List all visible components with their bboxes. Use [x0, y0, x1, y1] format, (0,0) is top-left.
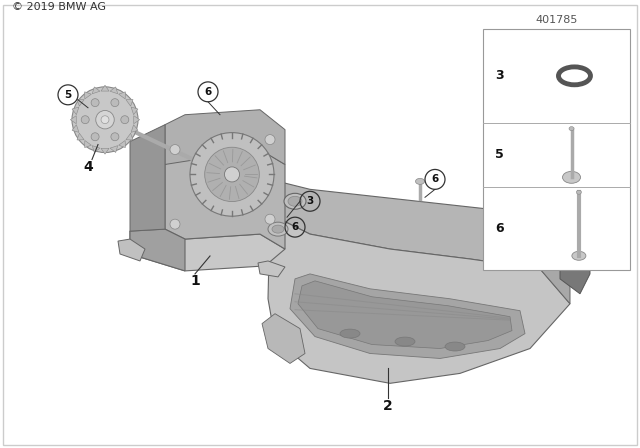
- Polygon shape: [130, 125, 165, 231]
- Circle shape: [72, 87, 138, 152]
- Circle shape: [121, 116, 129, 124]
- Polygon shape: [134, 116, 140, 124]
- Text: 4: 4: [83, 160, 93, 174]
- Polygon shape: [92, 146, 100, 152]
- Polygon shape: [131, 107, 138, 115]
- Ellipse shape: [445, 342, 465, 351]
- Ellipse shape: [268, 222, 288, 236]
- Polygon shape: [165, 110, 285, 164]
- Polygon shape: [72, 125, 79, 132]
- Circle shape: [91, 99, 99, 107]
- Polygon shape: [72, 107, 79, 115]
- Polygon shape: [118, 92, 125, 99]
- Polygon shape: [130, 229, 185, 271]
- Circle shape: [225, 167, 239, 182]
- Ellipse shape: [563, 171, 580, 183]
- Polygon shape: [560, 204, 590, 294]
- Circle shape: [265, 214, 275, 224]
- Text: 6: 6: [495, 222, 504, 235]
- Polygon shape: [110, 87, 118, 94]
- Ellipse shape: [340, 329, 360, 338]
- Polygon shape: [101, 85, 109, 91]
- Ellipse shape: [572, 251, 586, 260]
- Text: 5: 5: [495, 148, 504, 161]
- Text: 6: 6: [431, 174, 438, 185]
- Text: 2: 2: [383, 399, 393, 413]
- Circle shape: [111, 133, 119, 141]
- Polygon shape: [77, 99, 84, 106]
- Bar: [483, 29, 630, 270]
- Polygon shape: [118, 239, 145, 261]
- Polygon shape: [270, 179, 570, 269]
- Text: 3: 3: [495, 69, 504, 82]
- Circle shape: [81, 116, 89, 124]
- Ellipse shape: [577, 190, 581, 194]
- Polygon shape: [92, 87, 100, 94]
- Polygon shape: [118, 141, 125, 147]
- Ellipse shape: [288, 196, 302, 206]
- Polygon shape: [126, 99, 133, 106]
- Circle shape: [265, 134, 275, 145]
- Circle shape: [101, 116, 109, 124]
- Text: 3: 3: [307, 196, 314, 206]
- Polygon shape: [268, 214, 570, 383]
- Polygon shape: [298, 281, 512, 349]
- Polygon shape: [110, 146, 118, 152]
- Ellipse shape: [569, 127, 574, 131]
- Text: 1: 1: [190, 274, 200, 288]
- Polygon shape: [131, 125, 138, 132]
- Polygon shape: [540, 199, 570, 304]
- Circle shape: [205, 147, 259, 202]
- Polygon shape: [84, 92, 92, 99]
- Ellipse shape: [272, 225, 284, 233]
- Polygon shape: [130, 231, 285, 271]
- Polygon shape: [101, 148, 109, 154]
- Circle shape: [170, 145, 180, 155]
- Circle shape: [170, 219, 180, 229]
- Circle shape: [190, 133, 274, 216]
- Polygon shape: [290, 274, 525, 358]
- Text: 6: 6: [291, 222, 299, 232]
- Polygon shape: [84, 141, 92, 147]
- Ellipse shape: [284, 194, 306, 209]
- Circle shape: [111, 99, 119, 107]
- Text: 6: 6: [204, 87, 212, 97]
- Circle shape: [91, 133, 99, 141]
- Polygon shape: [262, 314, 305, 363]
- Text: © 2019 BMW AG: © 2019 BMW AG: [12, 2, 106, 12]
- Text: 5: 5: [65, 90, 72, 100]
- Polygon shape: [165, 150, 285, 249]
- Circle shape: [96, 111, 114, 129]
- Polygon shape: [258, 261, 285, 277]
- Ellipse shape: [395, 337, 415, 346]
- Polygon shape: [77, 133, 84, 140]
- Polygon shape: [70, 116, 76, 124]
- Ellipse shape: [415, 178, 424, 185]
- Text: 401785: 401785: [536, 15, 578, 25]
- Polygon shape: [126, 133, 133, 140]
